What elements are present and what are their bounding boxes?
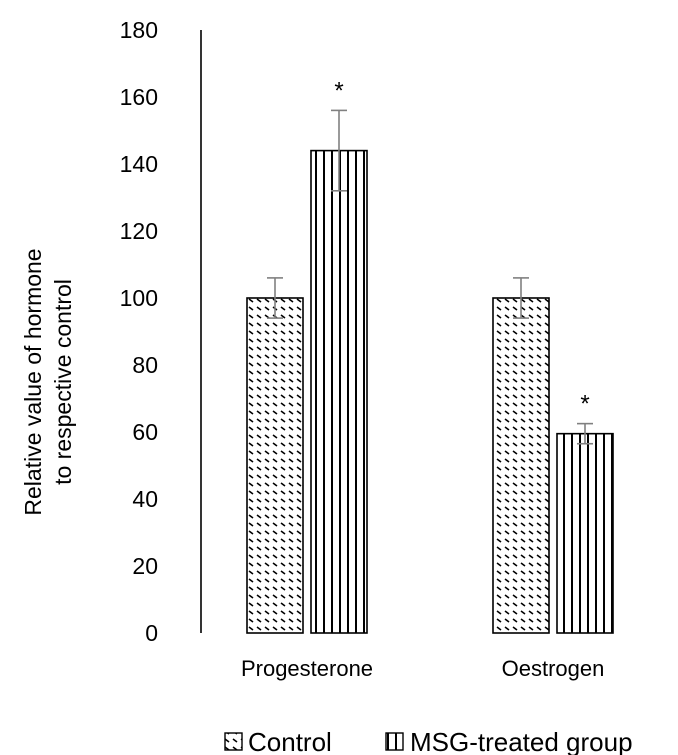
bars: **: [246, 77, 614, 634]
significance-marker-progesterone-msg-treated-group: *: [334, 77, 343, 104]
y-axis-title: Relative value of hormone to respective …: [20, 248, 76, 515]
error-bar-oestrogen-msg-treated-group: [577, 422, 593, 445]
bar-oestrogen-msg-treated-group: [556, 432, 614, 634]
y-axis-title-line-2: to respective control: [50, 279, 76, 485]
bar-progesterone-msg-treated-group: [310, 149, 368, 634]
y-tick-label-60: 60: [132, 419, 158, 445]
significance-marker-oestrogen-msg-treated-group: *: [580, 391, 589, 418]
y-tick-label-180: 180: [120, 17, 158, 43]
bar-progesterone-control: [246, 297, 304, 634]
error-bar-progesterone-msg-treated-group: [331, 109, 347, 192]
legend-swatch-msg: [385, 732, 404, 751]
legend-label-control: Control: [248, 727, 332, 755]
y-tick-label-140: 140: [120, 151, 158, 177]
y-tick-label-20: 20: [132, 553, 158, 579]
y-tick-label-0: 0: [145, 620, 158, 646]
category-labels: Progesterone Oestrogen: [241, 656, 604, 681]
y-tick-label-40: 40: [132, 486, 158, 512]
y-tick-label-80: 80: [132, 352, 158, 378]
legend-swatch-control: [224, 732, 243, 751]
y-axis-ticks: 0 20 40 60 80 100 120 140 160 180: [120, 17, 158, 646]
category-label-oestrogen: Oestrogen: [502, 656, 605, 681]
error-bar-oestrogen-control: [513, 277, 529, 319]
category-label-progesterone: Progesterone: [241, 656, 373, 681]
legend-label-msg: MSG-treated group: [410, 727, 633, 755]
bar-oestrogen-control: [492, 297, 550, 634]
legend: Control MSG-treated group: [224, 727, 633, 755]
y-tick-label-120: 120: [120, 218, 158, 244]
y-axis-title-line-1: Relative value of hormone: [20, 248, 46, 515]
y-tick-label-100: 100: [120, 285, 158, 311]
error-bar-progesterone-control: [267, 277, 283, 319]
y-tick-label-160: 160: [120, 84, 158, 110]
